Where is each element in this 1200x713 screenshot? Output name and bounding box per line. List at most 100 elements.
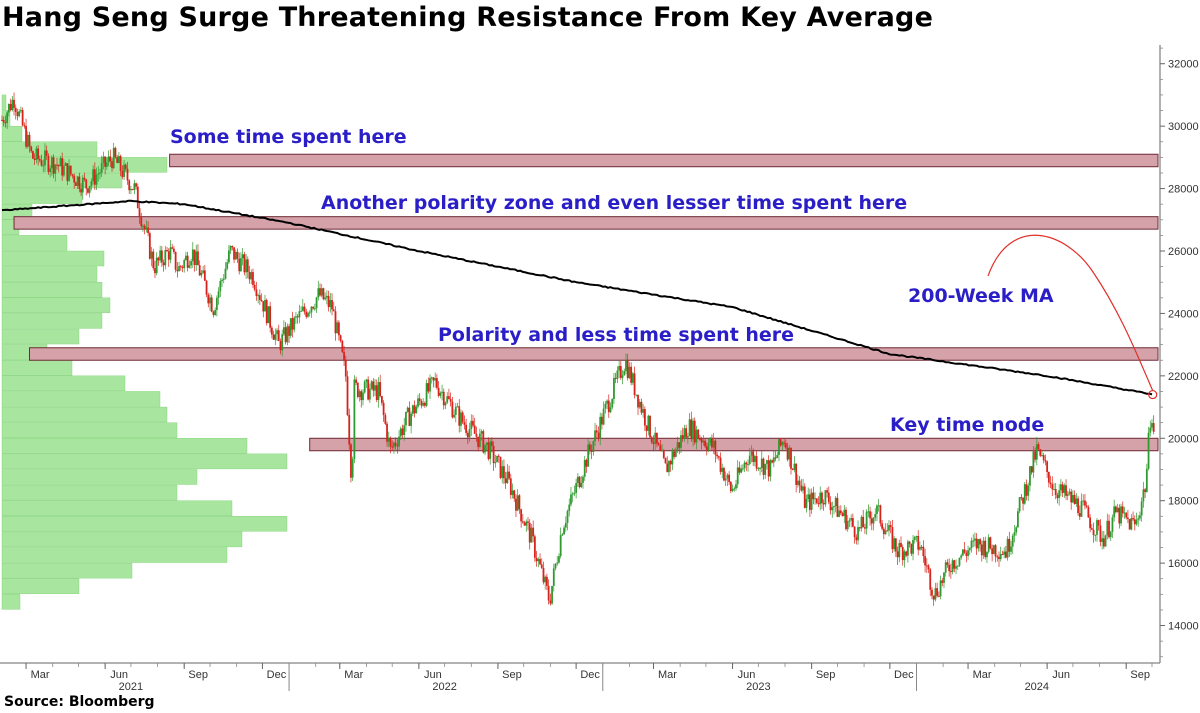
candle-body <box>876 505 878 514</box>
candle-body <box>102 156 105 163</box>
candle-body <box>425 383 428 406</box>
candle-body <box>870 518 873 524</box>
candle-body <box>912 539 914 554</box>
candle-body <box>301 306 304 311</box>
volume-profile <box>1 94 288 610</box>
candle-body <box>1094 534 1097 536</box>
candle-body <box>619 366 622 378</box>
candle-body <box>898 542 901 558</box>
candle-body <box>839 510 842 514</box>
candle-body <box>784 443 787 448</box>
x-tick-label: Mar <box>31 669 50 681</box>
candle-body <box>420 401 423 406</box>
candle-body <box>745 462 748 465</box>
candle-body <box>717 456 720 458</box>
candle-body <box>731 488 734 492</box>
candle-body <box>535 557 538 562</box>
candle-body <box>494 462 497 464</box>
candle-body <box>214 310 217 315</box>
candle-body <box>822 503 825 505</box>
candle-body <box>566 510 569 523</box>
candle-body <box>869 511 871 519</box>
candle-body <box>410 413 413 426</box>
candle-body <box>66 163 69 181</box>
x-tick-label: Dec <box>580 669 600 681</box>
candle-body <box>533 536 536 558</box>
candle-body <box>186 255 189 268</box>
candle-body <box>391 446 394 448</box>
candle-body <box>159 250 162 261</box>
candle-body <box>994 545 997 557</box>
candle-body <box>329 300 332 308</box>
candle-body <box>276 330 278 335</box>
candle-body <box>539 559 541 565</box>
candle-body <box>344 359 347 377</box>
candle-body <box>888 525 890 531</box>
candle-body <box>893 538 896 550</box>
candle-body <box>403 425 406 436</box>
candle-body <box>903 551 906 561</box>
candle-body <box>955 566 957 569</box>
candle-body <box>319 288 321 296</box>
candle-body <box>231 246 234 248</box>
candle-body <box>109 156 112 162</box>
candle-body <box>191 249 194 262</box>
candle-body <box>958 557 961 566</box>
candle-body <box>236 251 239 259</box>
y-tick-label: 22000 <box>1168 371 1199 383</box>
x-tick-label: Jun <box>738 669 756 681</box>
candle-body <box>843 509 846 517</box>
candle-body <box>862 516 865 528</box>
candle-body <box>57 165 60 167</box>
volume-profile-bar <box>1 516 288 532</box>
candle-body <box>444 402 447 406</box>
candle-body <box>484 444 486 453</box>
candle-body <box>442 391 445 406</box>
candle-body <box>221 279 223 281</box>
candle-body <box>368 388 371 400</box>
candle-body <box>772 457 775 463</box>
candle-body <box>16 111 19 117</box>
candle-body <box>432 377 435 381</box>
candle-body <box>845 509 847 530</box>
candle-body <box>33 158 36 160</box>
candle-body <box>4 122 7 124</box>
candle-body <box>92 169 95 182</box>
candle-body <box>1140 501 1143 516</box>
candle-body <box>760 458 763 468</box>
candle-body <box>90 181 93 187</box>
candle-body <box>169 247 172 260</box>
candle-body <box>32 151 34 159</box>
source-note: Source: Bloomberg <box>4 694 155 710</box>
candle-body <box>439 392 442 396</box>
y-tick-label: 24000 <box>1168 308 1199 320</box>
candle-body <box>353 379 356 460</box>
candle-body <box>205 280 208 295</box>
candle-body <box>707 443 710 451</box>
candle-body <box>867 511 870 513</box>
candle-body <box>298 311 301 318</box>
candle-body <box>771 460 773 463</box>
candle-body <box>967 550 969 556</box>
candle-body <box>313 308 316 310</box>
candle-body <box>607 400 610 413</box>
candle-body <box>1084 500 1086 506</box>
candle-body <box>370 381 373 389</box>
candle-body <box>185 255 187 261</box>
candle-body <box>998 556 1000 560</box>
candle-body <box>62 165 65 176</box>
candle-body <box>662 450 665 458</box>
candle-body <box>924 556 926 566</box>
candle-body <box>953 560 956 569</box>
y-tick-label: 14000 <box>1168 621 1199 633</box>
candle-body <box>160 250 163 263</box>
candle-body <box>104 156 107 167</box>
candle-body <box>1116 507 1119 513</box>
candle-body <box>1135 519 1138 525</box>
candle-body <box>1068 491 1071 494</box>
candle-body <box>262 301 265 312</box>
candle-body <box>831 507 834 511</box>
candle-body <box>1090 528 1093 530</box>
candle-body <box>759 467 761 469</box>
volume-profile-bar <box>1 157 168 173</box>
